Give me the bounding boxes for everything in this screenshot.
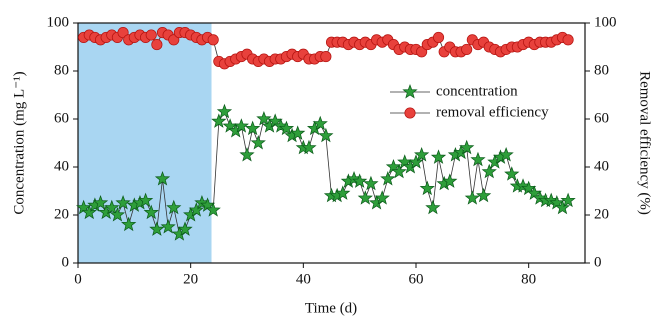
- star-marker: [481, 163, 497, 179]
- star-marker: [239, 147, 255, 162]
- star-marker: [380, 170, 396, 186]
- x-tick-label: 60: [409, 271, 424, 287]
- star-marker: [92, 194, 109, 210]
- star-marker: [109, 206, 126, 222]
- star-marker: [81, 204, 97, 220]
- star-marker: [312, 115, 328, 131]
- legend-marker: [402, 84, 418, 99]
- circle-marker: [320, 51, 332, 63]
- star-marker: [498, 146, 514, 162]
- legend-label: removal efficiency: [436, 104, 549, 120]
- star-marker: [278, 120, 295, 136]
- y2-tick-label: 0: [594, 254, 602, 270]
- star-marker: [121, 216, 137, 232]
- star-marker: [357, 190, 373, 205]
- star-marker: [205, 202, 221, 217]
- star-marker: [442, 173, 458, 188]
- shaded-region: [78, 23, 212, 263]
- x-tick-label: 0: [74, 271, 82, 287]
- star-marker: [475, 187, 492, 203]
- star-marker: [504, 166, 520, 181]
- star-marker: [419, 180, 435, 196]
- y2-tick-label: 80: [594, 62, 609, 78]
- star-marker: [560, 192, 576, 208]
- star-marker: [256, 111, 272, 126]
- y2-tick-label: 100: [594, 14, 617, 30]
- star-marker: [301, 139, 317, 155]
- star-marker: [352, 173, 368, 188]
- star-marker: [408, 154, 424, 169]
- star-marker: [166, 199, 182, 215]
- x-tick-label: 80: [521, 271, 536, 287]
- star-marker: [177, 221, 193, 236]
- x-tick-label: 40: [296, 271, 311, 287]
- star-marker: [154, 171, 171, 186]
- y2-tick-label: 60: [594, 110, 609, 126]
- star-marker: [374, 190, 390, 205]
- star-marker: [414, 146, 430, 162]
- y-tick-label: 60: [54, 110, 69, 126]
- star-marker: [149, 221, 165, 236]
- star-marker: [459, 139, 475, 155]
- star-marker: [137, 192, 154, 208]
- y2-axis-label: Removal efficiency (%): [637, 71, 653, 215]
- star-marker: [143, 204, 159, 220]
- x-tick-label: 20: [183, 271, 198, 287]
- plot-frame: [77, 22, 586, 264]
- star-marker: [115, 194, 131, 210]
- legend-marker: [404, 107, 416, 119]
- y-axis-label: Concentration (mg L⁻¹): [11, 71, 27, 214]
- circle-marker: [151, 39, 163, 51]
- star-marker: [464, 190, 480, 205]
- star-marker: [318, 127, 334, 143]
- y-tick-label: 40: [54, 158, 69, 174]
- circle-marker: [207, 34, 219, 46]
- star-marker: [430, 149, 447, 164]
- y-tick-label: 100: [47, 14, 70, 30]
- circle-marker: [461, 43, 473, 55]
- star-marker: [363, 175, 379, 191]
- star-marker: [211, 113, 227, 128]
- star-marker: [216, 103, 233, 119]
- star-marker: [425, 199, 441, 215]
- star-marker: [250, 134, 266, 150]
- y2-tick-label: 20: [594, 206, 609, 222]
- y-tick-label: 0: [62, 254, 70, 270]
- star-marker: [245, 120, 261, 136]
- star-marker: [335, 185, 351, 200]
- star-marker: [233, 118, 249, 133]
- star-marker: [290, 125, 306, 140]
- star-marker: [160, 218, 176, 234]
- y-tick-label: 80: [54, 62, 69, 78]
- circle-marker: [562, 34, 574, 46]
- circle-marker: [432, 31, 445, 43]
- star-marker: [104, 199, 120, 215]
- y-tick-label: 20: [54, 206, 69, 222]
- star-marker: [554, 199, 571, 215]
- circle-marker: [145, 29, 157, 41]
- y2-tick-label: 40: [594, 158, 609, 174]
- x-axis-label: Time (d): [305, 300, 357, 316]
- star-marker: [391, 163, 407, 179]
- star-marker: [470, 151, 486, 167]
- legend-label: concentration: [436, 83, 518, 99]
- star-marker: [188, 202, 204, 217]
